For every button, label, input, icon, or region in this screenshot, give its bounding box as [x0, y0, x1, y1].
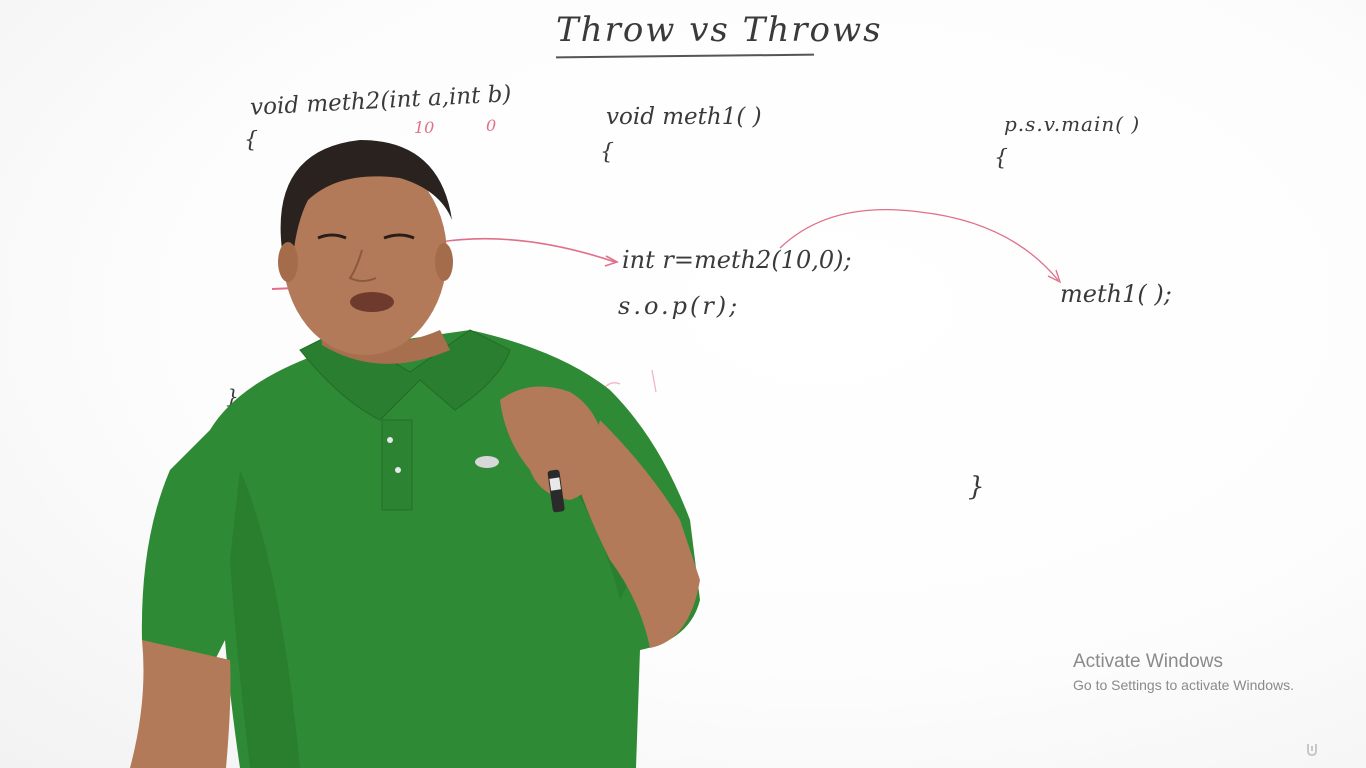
arrow-to-meth1-line-head [604, 255, 619, 267]
activate-windows-watermark: Activate Windows Go to Settings to activ… [1073, 651, 1294, 693]
arg-a-value: 10 [414, 118, 435, 137]
presenter-head [283, 155, 447, 355]
main-close-brace: } [968, 472, 985, 502]
main-call-line: meth1( ); [1060, 280, 1172, 308]
main-signature: p.s.v.main( ) [1004, 112, 1141, 136]
presenter-hand [500, 386, 605, 500]
arrow-to-main-call-head [1047, 269, 1062, 284]
shirt-logo [475, 456, 499, 468]
meth1-signature: void meth1( ) [606, 104, 762, 130]
meth1-open-brace: { [600, 140, 614, 165]
board-title: Throw vs Throws [556, 10, 883, 50]
meth2-open-brace: { [244, 128, 258, 153]
arg-b-value: 0 [486, 116, 497, 135]
udemy-logo [1306, 742, 1326, 759]
arrow-to-main-call [779, 209, 1059, 281]
meth1-call-line: int r=meth2(10,0); [622, 246, 852, 274]
main-open-brace: { [994, 146, 1008, 171]
udemy-logo-icon [1307, 744, 1317, 757]
activate-windows-subtitle: Go to Settings to activate Windows. [1073, 677, 1294, 693]
presenter-hair [280, 140, 452, 268]
meth1-print-line: s.o.p(r); [618, 292, 741, 320]
arrow-to-meth1-line [439, 237, 616, 263]
activate-windows-title: Activate Windows [1073, 651, 1223, 672]
